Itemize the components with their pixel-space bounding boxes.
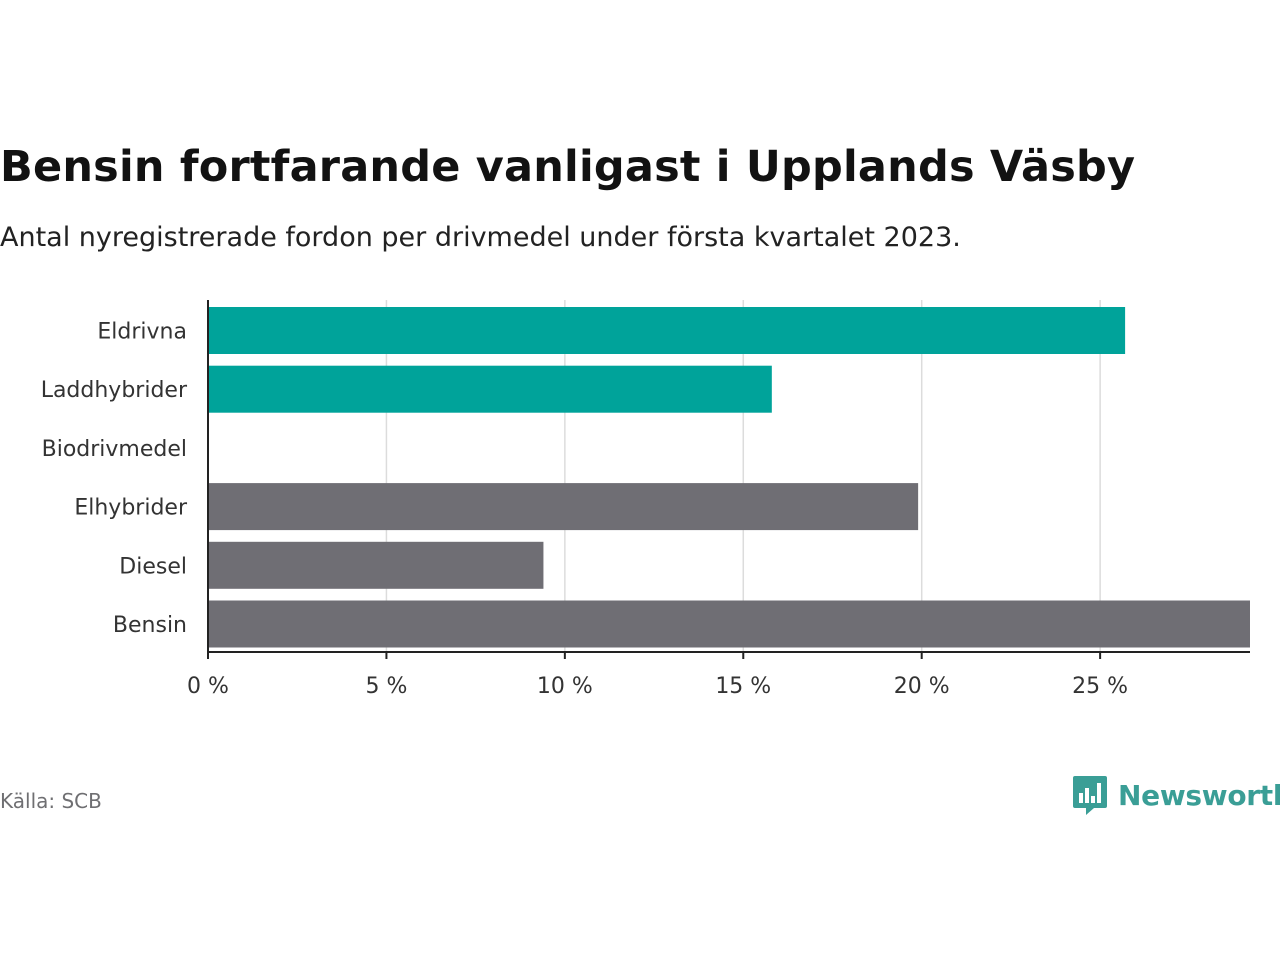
newsworthy-logo: Newsworthy [1072,774,1280,816]
category-label-elhybrider: Elhybrider [74,496,188,521]
bar-laddhybrider [208,365,772,413]
chart-subtitle: Antal nyregistrerade fordon per drivmede… [0,222,961,253]
source-note: Källa: SCB [0,789,102,813]
x-tick-label-3: 15 % [715,674,771,699]
category-label-laddhybrider: Laddhybrider [41,378,188,403]
category-label-bensin: Bensin [113,613,187,638]
x-tick-label-0: 0 % [187,674,229,699]
bar-bensin [208,600,1250,648]
bar-eldrivna [208,307,1126,354]
category-label-diesel: Diesel [119,554,187,579]
newsworthy-logo-icon [1073,776,1107,815]
chart-title: Bensin fortfarande vanligast i Upplands … [0,142,1136,192]
x-tick-label-4: 20 % [894,674,950,699]
newsworthy-logo-text: Newsworthy [1118,778,1280,812]
bar-diesel [208,541,544,589]
x-tick-label-5: 25 % [1072,674,1128,699]
x-tick-label-1: 5 % [365,674,407,699]
bar-elhybrider [208,483,919,531]
bar-chart: Eldrivna Laddhybrider Biodrivmedel Elhybrid… [41,300,1250,699]
category-label-eldrivna: Eldrivna [97,320,187,345]
x-tick-label-2: 10 % [537,674,593,699]
category-label-biodrivmedel: Biodrivmedel [42,437,187,462]
